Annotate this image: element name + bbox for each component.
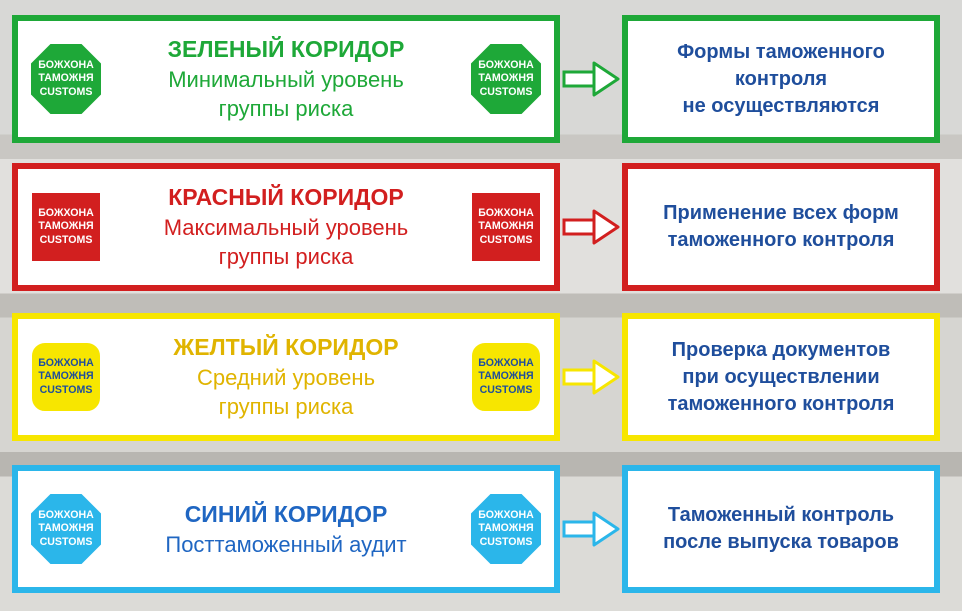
corridor-subtitle-1: Максимальный уровень bbox=[108, 214, 464, 242]
badge-line3: CUSTOMS bbox=[478, 536, 534, 549]
desc-line-2: после выпуска товаров bbox=[663, 529, 899, 556]
corridor-title: КРАСНЫЙ КОРИДОР bbox=[108, 183, 464, 212]
desc-line-2: таможенного контроля bbox=[663, 227, 899, 254]
badge-line3: CUSTOMS bbox=[478, 384, 534, 397]
corridor-right-box: Применение всех форм таможенного контрол… bbox=[622, 163, 940, 291]
corridor-titles: ЗЕЛЕНЫЙ КОРИДОР Минимальный уровень груп… bbox=[104, 35, 468, 123]
corridor-description: Проверка документов при осуществлении та… bbox=[668, 337, 895, 418]
badge-line2: ТАМОЖНЯ bbox=[38, 220, 94, 233]
badge-line3: CUSTOMS bbox=[38, 86, 94, 99]
badge-line2: ТАМОЖНЯ bbox=[38, 72, 94, 85]
corridor-subtitle-2: группы риска bbox=[108, 393, 464, 421]
badge-line3: CUSTOMS bbox=[478, 86, 534, 99]
corridor-titles: СИНИЙ КОРИДОР Посттаможенный аудит bbox=[104, 500, 468, 558]
badge-line3: CUSTOMS bbox=[38, 384, 94, 397]
corridor-subtitle-1: Минимальный уровень bbox=[108, 66, 464, 94]
customs-badge-icon: БОЖХОНА ТАМОЖНЯ CUSTOMS bbox=[468, 189, 544, 265]
arrow-icon bbox=[560, 357, 622, 397]
corridor-title: ЗЕЛЕНЫЙ КОРИДОР bbox=[108, 35, 464, 64]
corridor-row-yellow: БОЖХОНА ТАМОЖНЯ CUSTOMS ЖЕЛТЫЙ КОРИДОР С… bbox=[12, 312, 950, 442]
desc-line-3: таможенного контроля bbox=[668, 391, 895, 418]
customs-badge-icon: БОЖХОНА ТАМОЖНЯ CUSTOMS bbox=[468, 491, 544, 567]
arrow-icon bbox=[560, 207, 622, 247]
customs-badge-icon: БОЖХОНА ТАМОЖНЯ CUSTOMS bbox=[28, 491, 104, 567]
corridor-description: Таможенный контроль после выпуска товаро… bbox=[663, 502, 899, 556]
desc-line-2: при осуществлении bbox=[668, 364, 895, 391]
desc-line-3: не осуществляются bbox=[677, 93, 885, 120]
corridor-left-box: БОЖХОНА ТАМОЖНЯ CUSTOMS ЗЕЛЕНЫЙ КОРИДОР … bbox=[12, 15, 560, 143]
desc-line-1: Проверка документов bbox=[668, 337, 895, 364]
corridor-left-box: БОЖХОНА ТАМОЖНЯ CUSTOMS ЖЕЛТЫЙ КОРИДОР С… bbox=[12, 313, 560, 441]
corridor-row-red: БОЖХОНА ТАМОЖНЯ CUSTOMS КРАСНЫЙ КОРИДОР … bbox=[12, 162, 950, 292]
desc-line-1: Таможенный контроль bbox=[663, 502, 899, 529]
badge-line1: БОЖХОНА bbox=[38, 207, 94, 220]
corridor-left-box: БОЖХОНА ТАМОЖНЯ CUSTOMS КРАСНЫЙ КОРИДОР … bbox=[12, 163, 560, 291]
customs-badge-icon: БОЖХОНА ТАМОЖНЯ CUSTOMS bbox=[28, 41, 104, 117]
customs-badge-icon: БОЖХОНА ТАМОЖНЯ CUSTOMS bbox=[28, 339, 104, 415]
corridor-titles: ЖЕЛТЫЙ КОРИДОР Средний уровень группы ри… bbox=[104, 333, 468, 421]
corridor-title: ЖЕЛТЫЙ КОРИДОР bbox=[108, 333, 464, 362]
badge-line1: БОЖХОНА bbox=[38, 509, 94, 522]
badge-line2: ТАМОЖНЯ bbox=[478, 522, 534, 535]
corridor-titles: КРАСНЫЙ КОРИДОР Максимальный уровень гру… bbox=[104, 183, 468, 271]
badge-line1: БОЖХОНА bbox=[478, 207, 534, 220]
badge-line1: БОЖХОНА bbox=[38, 59, 94, 72]
badge-line3: CUSTOMS bbox=[478, 234, 534, 247]
badge-line3: CUSTOMS bbox=[38, 536, 94, 549]
badge-line3: CUSTOMS bbox=[38, 234, 94, 247]
corridor-subtitle-1: Посттаможенный аудит bbox=[108, 531, 464, 559]
customs-badge-icon: БОЖХОНА ТАМОЖНЯ CUSTOMS bbox=[28, 189, 104, 265]
customs-badge-icon: БОЖХОНА ТАМОЖНЯ CUSTOMS bbox=[468, 339, 544, 415]
badge-line2: ТАМОЖНЯ bbox=[478, 370, 534, 383]
badge-line1: БОЖХОНА bbox=[478, 357, 534, 370]
desc-line-1: Формы таможенного bbox=[677, 39, 885, 66]
corridor-description: Применение всех форм таможенного контрол… bbox=[663, 200, 899, 254]
badge-line1: БОЖХОНА bbox=[478, 509, 534, 522]
corridor-right-box: Таможенный контроль после выпуска товаро… bbox=[622, 465, 940, 593]
corridor-subtitle-2: группы риска bbox=[108, 95, 464, 123]
desc-line-2: контроля bbox=[677, 66, 885, 93]
badge-line2: ТАМОЖНЯ bbox=[478, 72, 534, 85]
corridor-row-blue: БОЖХОНА ТАМОЖНЯ CUSTOMS СИНИЙ КОРИДОР По… bbox=[12, 464, 950, 594]
corridor-subtitle-2: группы риска bbox=[108, 243, 464, 271]
badge-line1: БОЖХОНА bbox=[38, 357, 94, 370]
badge-line1: БОЖХОНА bbox=[478, 59, 534, 72]
corridor-right-box: Проверка документов при осуществлении та… bbox=[622, 313, 940, 441]
customs-badge-icon: БОЖХОНА ТАМОЖНЯ CUSTOMS bbox=[468, 41, 544, 117]
corridor-title: СИНИЙ КОРИДОР bbox=[108, 500, 464, 529]
badge-line2: ТАМОЖНЯ bbox=[38, 522, 94, 535]
corridor-right-box: Формы таможенного контроля не осуществля… bbox=[622, 15, 940, 143]
badge-line2: ТАМОЖНЯ bbox=[38, 370, 94, 383]
arrow-icon bbox=[560, 59, 622, 99]
arrow-icon bbox=[560, 509, 622, 549]
corridor-subtitle-1: Средний уровень bbox=[108, 364, 464, 392]
badge-line2: ТАМОЖНЯ bbox=[478, 220, 534, 233]
desc-line-1: Применение всех форм bbox=[663, 200, 899, 227]
corridor-row-green: БОЖХОНА ТАМОЖНЯ CUSTOMS ЗЕЛЕНЫЙ КОРИДОР … bbox=[12, 14, 950, 144]
corridor-description: Формы таможенного контроля не осуществля… bbox=[677, 39, 885, 120]
corridor-left-box: БОЖХОНА ТАМОЖНЯ CUSTOMS СИНИЙ КОРИДОР По… bbox=[12, 465, 560, 593]
